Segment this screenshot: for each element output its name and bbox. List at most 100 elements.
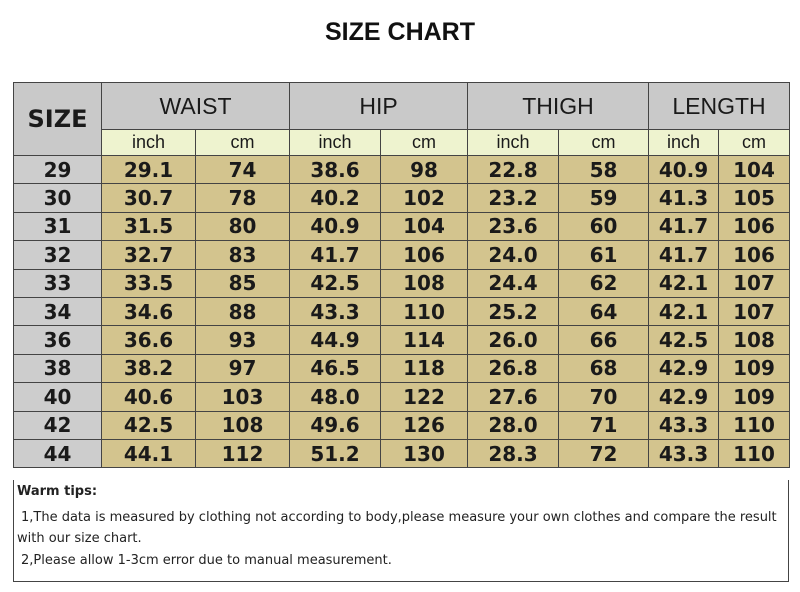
measurement-cell: 40.9 [648,154,720,185]
table-row: 30 30.7 78 40.2 102 23.2 59 41.3 105 [13,183,791,213]
measurement-cell: 106 [718,240,791,270]
measurement-cell: 66 [558,325,650,355]
measurement-cell: 26.0 [467,325,560,355]
header-row: SIZE WAIST HIP THIGH LENGTH [13,82,791,156]
table-row: 29 29.1 74 38.6 98 22.8 58 40.9 104 [13,154,791,185]
measurement-cell: 110 [380,296,469,327]
measurement-cell: 103 [194,382,291,412]
unit-cm: cm [194,129,291,156]
measurement-cell: 106 [380,240,469,270]
size-cell: 30 [13,183,102,213]
table-row: 31 31.5 80 40.9 104 23.6 60 41.7 106 [13,211,791,242]
size-cell: 38 [13,353,102,384]
measurement-cell: 29.1 [101,154,196,185]
measurement-cell: 61 [558,240,650,270]
measurement-cell: 43.3 [648,438,720,469]
size-cell: 33 [13,268,102,298]
unit-inch: inch [467,129,560,156]
table-row: 44 44.1 112 51.2 130 28.3 72 43.3 110 [13,438,791,469]
measurement-cell: 30.7 [101,183,196,213]
measurement-cell: 28.3 [467,438,560,469]
measurement-cell: 102 [380,183,469,213]
page-title: SIZE CHART [325,18,475,46]
length-header: LENGTH [648,82,791,130]
measurement-cell: 40.2 [289,183,382,213]
measurement-cell: 34.6 [101,296,196,327]
measurement-cell: 42.5 [648,325,720,355]
unit-inch: inch [289,129,382,156]
measurement-cell: 22.8 [467,154,560,185]
waist-header: WAIST [100,82,291,130]
unit-row: inch cm inch cm inch cm inch cm [14,129,791,156]
measurement-cell: 25.2 [467,296,560,327]
tip-2: 2,Please allow 1-3cm error due to manual… [21,553,392,568]
measurement-cell: 24.4 [467,268,560,298]
measurement-cell: 38.6 [289,154,382,185]
size-cell: 42 [13,410,102,440]
size-cell: 40 [13,382,102,412]
measurement-cell: 88 [194,296,291,327]
unit-cm: cm [718,129,791,156]
measurement-cell: 104 [380,211,469,242]
table-row: 42 42.5 108 49.6 126 28.0 71 43.3 110 [13,410,791,440]
measurement-cell: 42.1 [648,296,720,327]
measurement-cell: 130 [380,438,469,469]
measurement-cell: 106 [718,211,791,242]
measurement-cell: 41.7 [648,240,720,270]
unit-inch: inch [101,129,196,156]
measurement-cell: 23.6 [467,211,560,242]
measurement-cell: 42.9 [648,382,720,412]
measurement-cell: 60 [558,211,650,242]
measurement-cell: 80 [194,211,291,242]
measurement-cell: 107 [718,296,791,327]
measurement-cell: 40.9 [289,211,382,242]
measurement-cell: 108 [194,410,291,440]
measurement-cell: 83 [194,240,291,270]
measurement-cell: 93 [194,325,291,355]
measurement-cell: 110 [718,438,791,469]
measurement-cell: 43.3 [648,410,720,440]
measurement-cell: 112 [194,438,291,469]
measurement-cell: 74 [194,154,291,185]
table-row: 33 33.5 85 42.5 108 24.4 62 42.1 107 [13,268,791,298]
size-cell: 36 [13,325,102,355]
tips-heading: Warm tips: [17,484,98,499]
measurement-cell: 97 [194,353,291,384]
measurement-cell: 46.5 [289,353,382,384]
measurement-cell: 108 [380,268,469,298]
tip-1: 1,The data is measured by clothing not a… [17,510,777,546]
measurement-cell: 62 [558,268,650,298]
measurement-cell: 27.6 [467,382,560,412]
measurement-cell: 58 [558,154,650,185]
measurement-cell: 85 [194,268,291,298]
table-row: 40 40.6 103 48.0 122 27.6 70 42.9 109 [13,382,791,412]
measurement-cell: 105 [718,183,791,213]
unit-cm: cm [380,129,469,156]
hip-header: HIP [289,82,469,130]
measurement-cell: 109 [718,353,791,384]
table-row: 38 38.2 97 46.5 118 26.8 68 42.9 109 [13,353,791,384]
measurement-cell: 24.0 [467,240,560,270]
table-row: 34 34.6 88 43.3 110 25.2 64 42.1 107 [13,296,791,327]
measurement-cell: 44.9 [289,325,382,355]
measurement-cell: 126 [380,410,469,440]
measurement-cell: 42.1 [648,268,720,298]
measurement-cell: 118 [380,353,469,384]
size-cell: 44 [13,438,102,469]
size-cell: 29 [13,154,102,185]
measurement-cell: 42.9 [648,353,720,384]
measurement-cell: 26.8 [467,353,560,384]
measurement-cell: 44.1 [101,438,196,469]
measurement-cell: 38.2 [101,353,196,384]
measurement-cell: 41.7 [648,211,720,242]
measurement-cell: 49.6 [289,410,382,440]
measurement-cell: 78 [194,183,291,213]
measurement-cell: 40.6 [101,382,196,412]
size-header: SIZE [13,82,102,156]
table-row: 36 36.6 93 44.9 114 26.0 66 42.5 108 [13,325,791,355]
measurement-cell: 110 [718,410,791,440]
measurement-cell: 70 [558,382,650,412]
measurement-cell: 68 [558,353,650,384]
measurement-cell: 28.0 [467,410,560,440]
unit-cm: cm [558,129,650,156]
